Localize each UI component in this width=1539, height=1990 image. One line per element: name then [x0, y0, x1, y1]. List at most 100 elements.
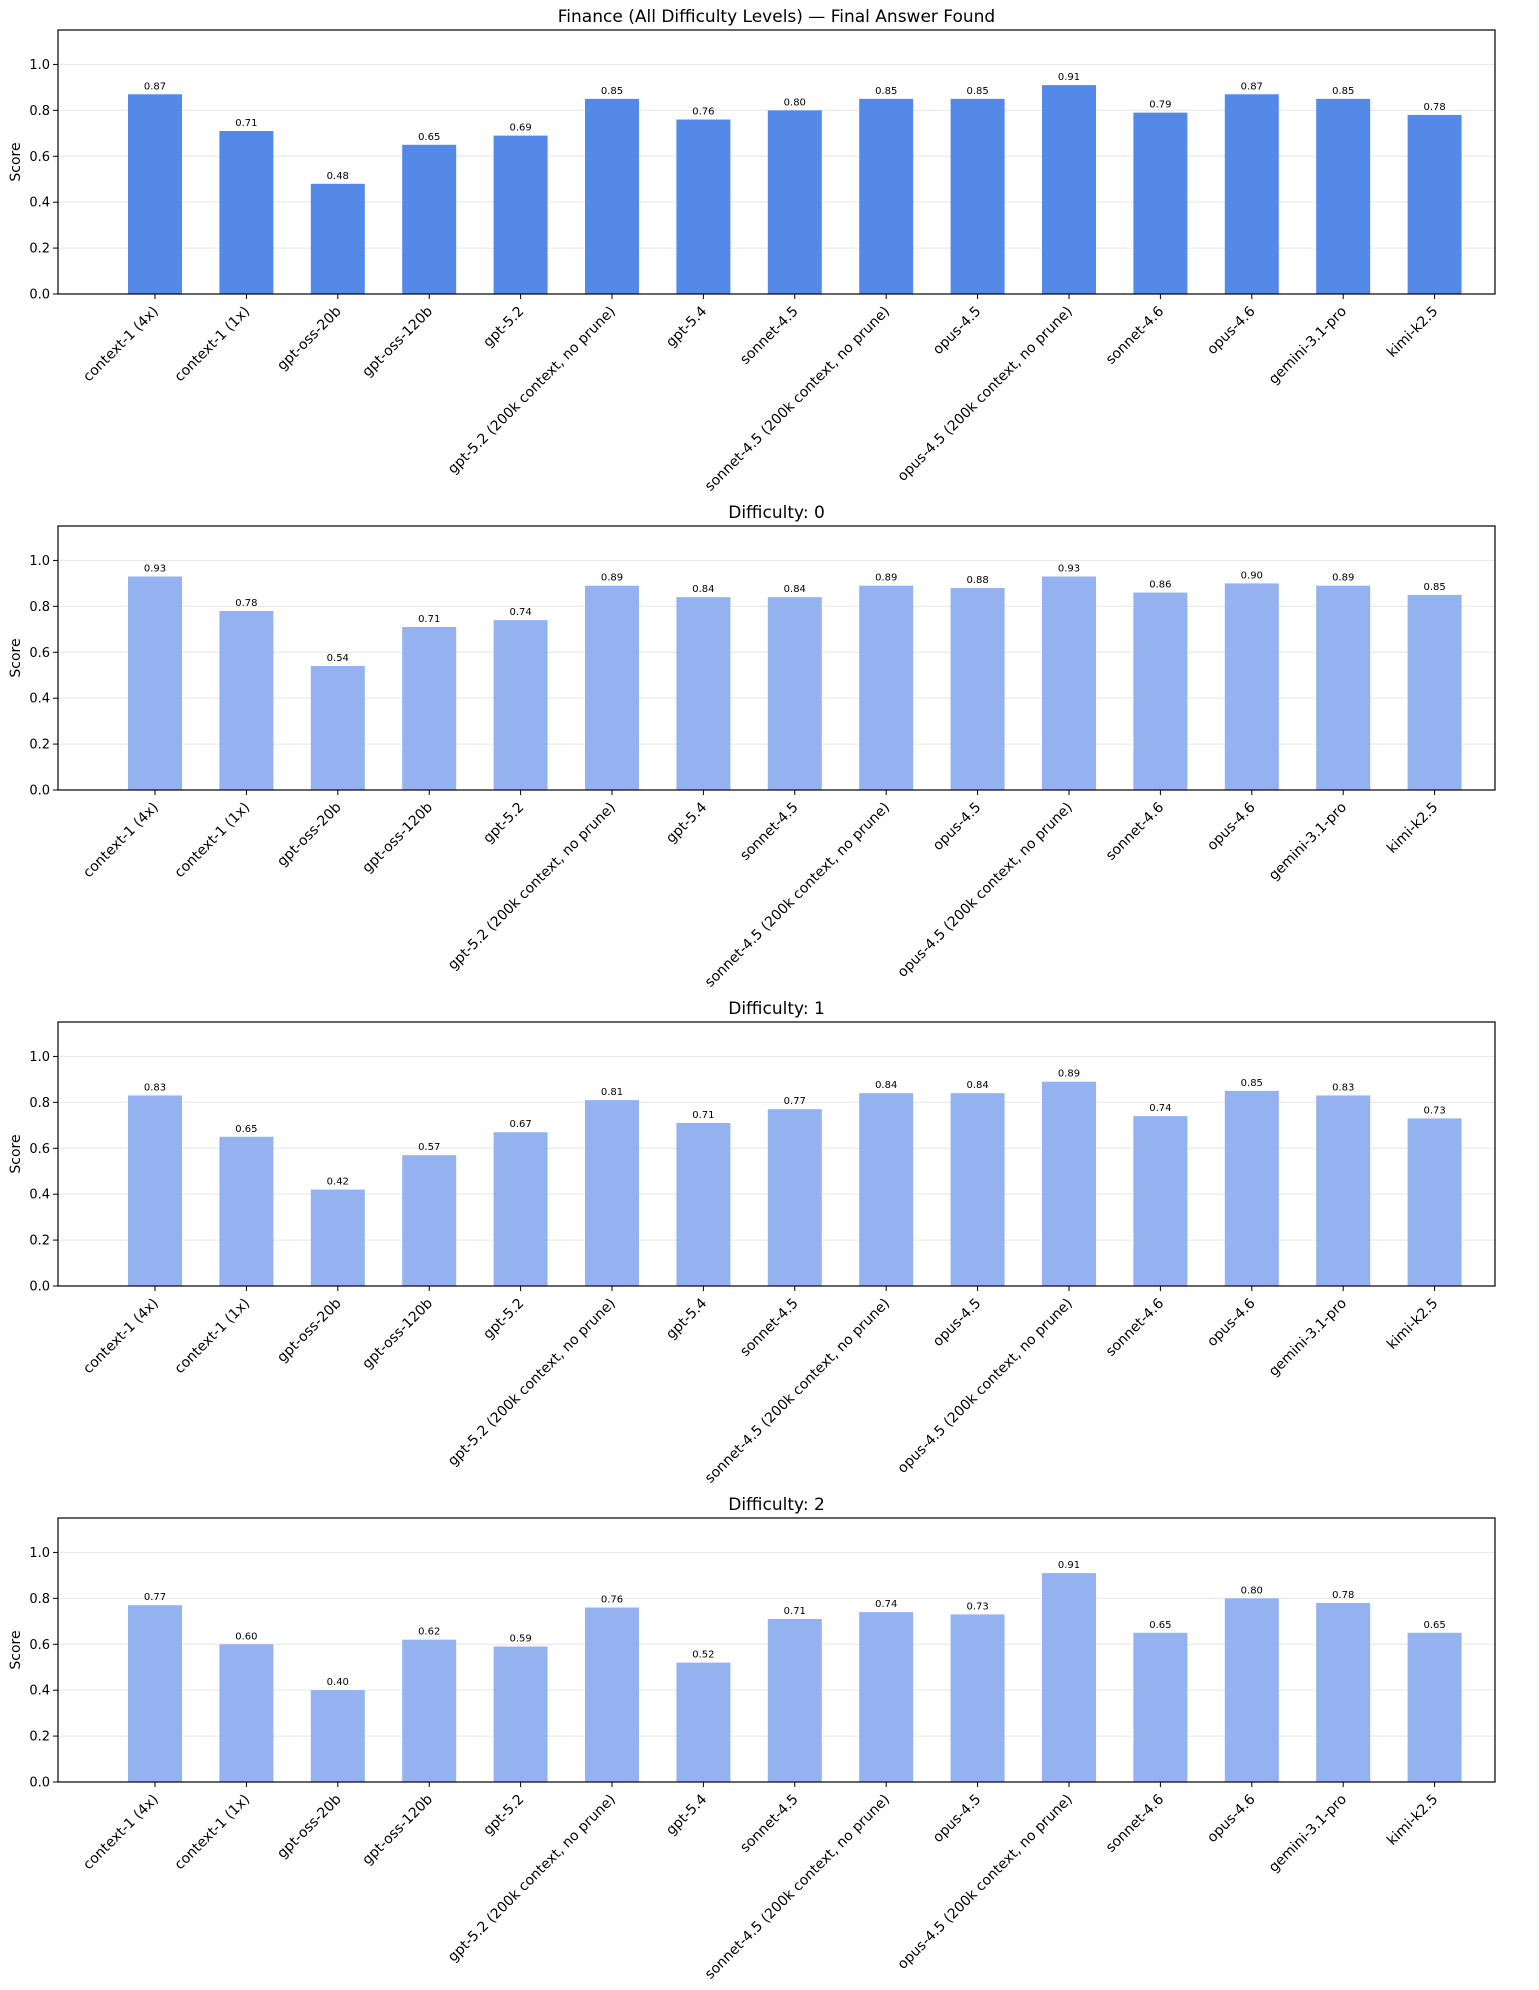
- data-label: 0.62: [418, 1627, 440, 1638]
- y-tick-label: 0.2: [29, 738, 50, 753]
- data-label: 0.91: [1058, 1560, 1080, 1571]
- x-tick-label: opus-4.5 (200k context, no prune): [895, 1792, 1076, 1973]
- x-tick-label: sonnet-4.6: [1103, 1791, 1167, 1855]
- bar: [585, 98, 639, 294]
- bar: [676, 1662, 731, 1782]
- bar: [859, 1612, 914, 1782]
- bar: [950, 1093, 1005, 1286]
- data-label: 0.89: [1058, 1069, 1080, 1080]
- x-tick-label: gemini-3.1-pro: [1266, 304, 1350, 388]
- bar: [676, 597, 731, 790]
- data-label: 0.84: [875, 1080, 897, 1091]
- x-tick-label: opus-4.5: [930, 800, 984, 854]
- x-tick-label: gpt-oss-20b: [274, 1791, 344, 1861]
- x-tick-label: context-1 (1x): [172, 1792, 254, 1874]
- data-label: 0.77: [784, 1096, 806, 1107]
- bar: [493, 1646, 548, 1782]
- data-label: 0.85: [1332, 86, 1354, 97]
- data-label: 0.88: [966, 575, 988, 586]
- data-label: 0.74: [1149, 1103, 1171, 1114]
- x-tick-label: sonnet-4.6: [1103, 303, 1167, 367]
- data-label: 0.76: [692, 107, 714, 118]
- x-tick-label: gpt-5.4: [663, 799, 710, 846]
- bar: [402, 627, 457, 790]
- bar: [1042, 576, 1096, 790]
- bar: [859, 1093, 914, 1286]
- x-tick-label: gpt-5.4: [663, 1791, 710, 1838]
- x-tick-label: context-1 (4x): [80, 1296, 162, 1378]
- bar: [493, 1132, 548, 1286]
- data-label: 0.71: [692, 1110, 714, 1121]
- x-tick-label: opus-4.5 (200k context, no prune): [895, 1296, 1076, 1477]
- x-tick-label: opus-4.6: [1204, 303, 1258, 357]
- x-tick-label: gpt-5.4: [663, 1295, 710, 1342]
- x-tick-label: opus-4.6: [1204, 799, 1258, 853]
- x-tick-label: gpt-oss-20b: [274, 1295, 344, 1365]
- axes-frame: [57, 1517, 1496, 1783]
- data-label: 0.59: [509, 1634, 531, 1645]
- data-label: 0.42: [327, 1177, 349, 1188]
- data-label: 0.89: [875, 573, 897, 584]
- chart-panel-1: Difficulty: 0 0.0 0.2 0.4 0.6 0.8 1.0 Score 0.93…: [8, 503, 1496, 991]
- data-label: 0.65: [1149, 1620, 1171, 1631]
- chart-title: Difficulty: 0: [728, 503, 825, 523]
- bar: [950, 98, 1005, 294]
- data-label: 0.89: [601, 573, 623, 584]
- bar: [767, 110, 822, 294]
- data-label: 0.87: [144, 81, 166, 92]
- bar: [402, 1639, 457, 1782]
- y-tick-label: 0.6: [29, 150, 50, 165]
- y-tick-label: 0.8: [29, 600, 50, 615]
- y-tick-label: 0.6: [29, 1142, 50, 1157]
- bar: [1224, 1598, 1279, 1782]
- bar: [1316, 98, 1371, 294]
- y-tick-label: 1.0: [29, 1050, 50, 1065]
- axes-frame: [57, 1021, 1496, 1287]
- bar: [402, 1155, 457, 1286]
- data-label: 0.81: [601, 1087, 623, 1098]
- bar: [859, 98, 914, 294]
- x-tick-label: gemini-3.1-pro: [1266, 800, 1350, 884]
- bar: [1407, 1118, 1462, 1286]
- x-tick-label: gpt-5.2 (200k context, no prune): [445, 304, 619, 478]
- bar: [1224, 583, 1279, 790]
- bar: [310, 1189, 365, 1286]
- chart-title: Difficulty: 2: [728, 1495, 825, 1515]
- x-tick-label: sonnet-4.5 (200k context, no prune): [702, 1792, 893, 1983]
- bar: [1224, 94, 1279, 294]
- y-tick-label: 0.0: [29, 784, 50, 799]
- data-label: 0.69: [509, 123, 531, 134]
- bar: [1042, 85, 1096, 295]
- x-tick-label: gpt-oss-120b: [359, 1295, 436, 1372]
- x-tick-label: gpt-5.2: [480, 304, 527, 351]
- chart-panel-0: Finance (All Difficulty Levels) — Final …: [8, 7, 1496, 495]
- data-label: 0.85: [1423, 582, 1445, 593]
- bar: [310, 1690, 365, 1782]
- data-label: 0.73: [1423, 1105, 1445, 1116]
- bar: [128, 1605, 182, 1782]
- y-tick-label: 1.0: [29, 554, 50, 569]
- y-tick-label: 0.2: [29, 1730, 50, 1745]
- data-label: 0.80: [1241, 1585, 1263, 1596]
- data-label: 0.71: [784, 1606, 806, 1617]
- data-label: 0.90: [1241, 570, 1263, 581]
- chart-panel-3: Difficulty: 2 0.0 0.2 0.4 0.6 0.8 1.0 Score 0.77…: [8, 1495, 1496, 1983]
- data-label: 0.84: [784, 584, 806, 595]
- data-label: 0.85: [1241, 1078, 1263, 1089]
- x-tick-label: opus-4.6: [1204, 1295, 1258, 1349]
- x-tick-label: context-1 (1x): [172, 304, 254, 386]
- x-tick-label: opus-4.5 (200k context, no prune): [895, 800, 1076, 981]
- data-label: 0.84: [966, 1080, 988, 1091]
- data-label: 0.73: [966, 1601, 988, 1612]
- y-tick-label: 0.6: [29, 1638, 50, 1653]
- data-label: 0.48: [327, 171, 349, 182]
- bar: [493, 620, 548, 790]
- bar: [1133, 592, 1188, 790]
- y-tick-label: 0.8: [29, 104, 50, 119]
- x-tick-label: opus-4.6: [1204, 1791, 1258, 1845]
- data-label: 0.77: [144, 1592, 166, 1603]
- y-tick-label: 0.0: [29, 288, 50, 303]
- x-tick-label: gpt-5.2 (200k context, no prune): [445, 800, 619, 974]
- bar: [950, 1614, 1005, 1782]
- data-label: 0.85: [601, 86, 623, 97]
